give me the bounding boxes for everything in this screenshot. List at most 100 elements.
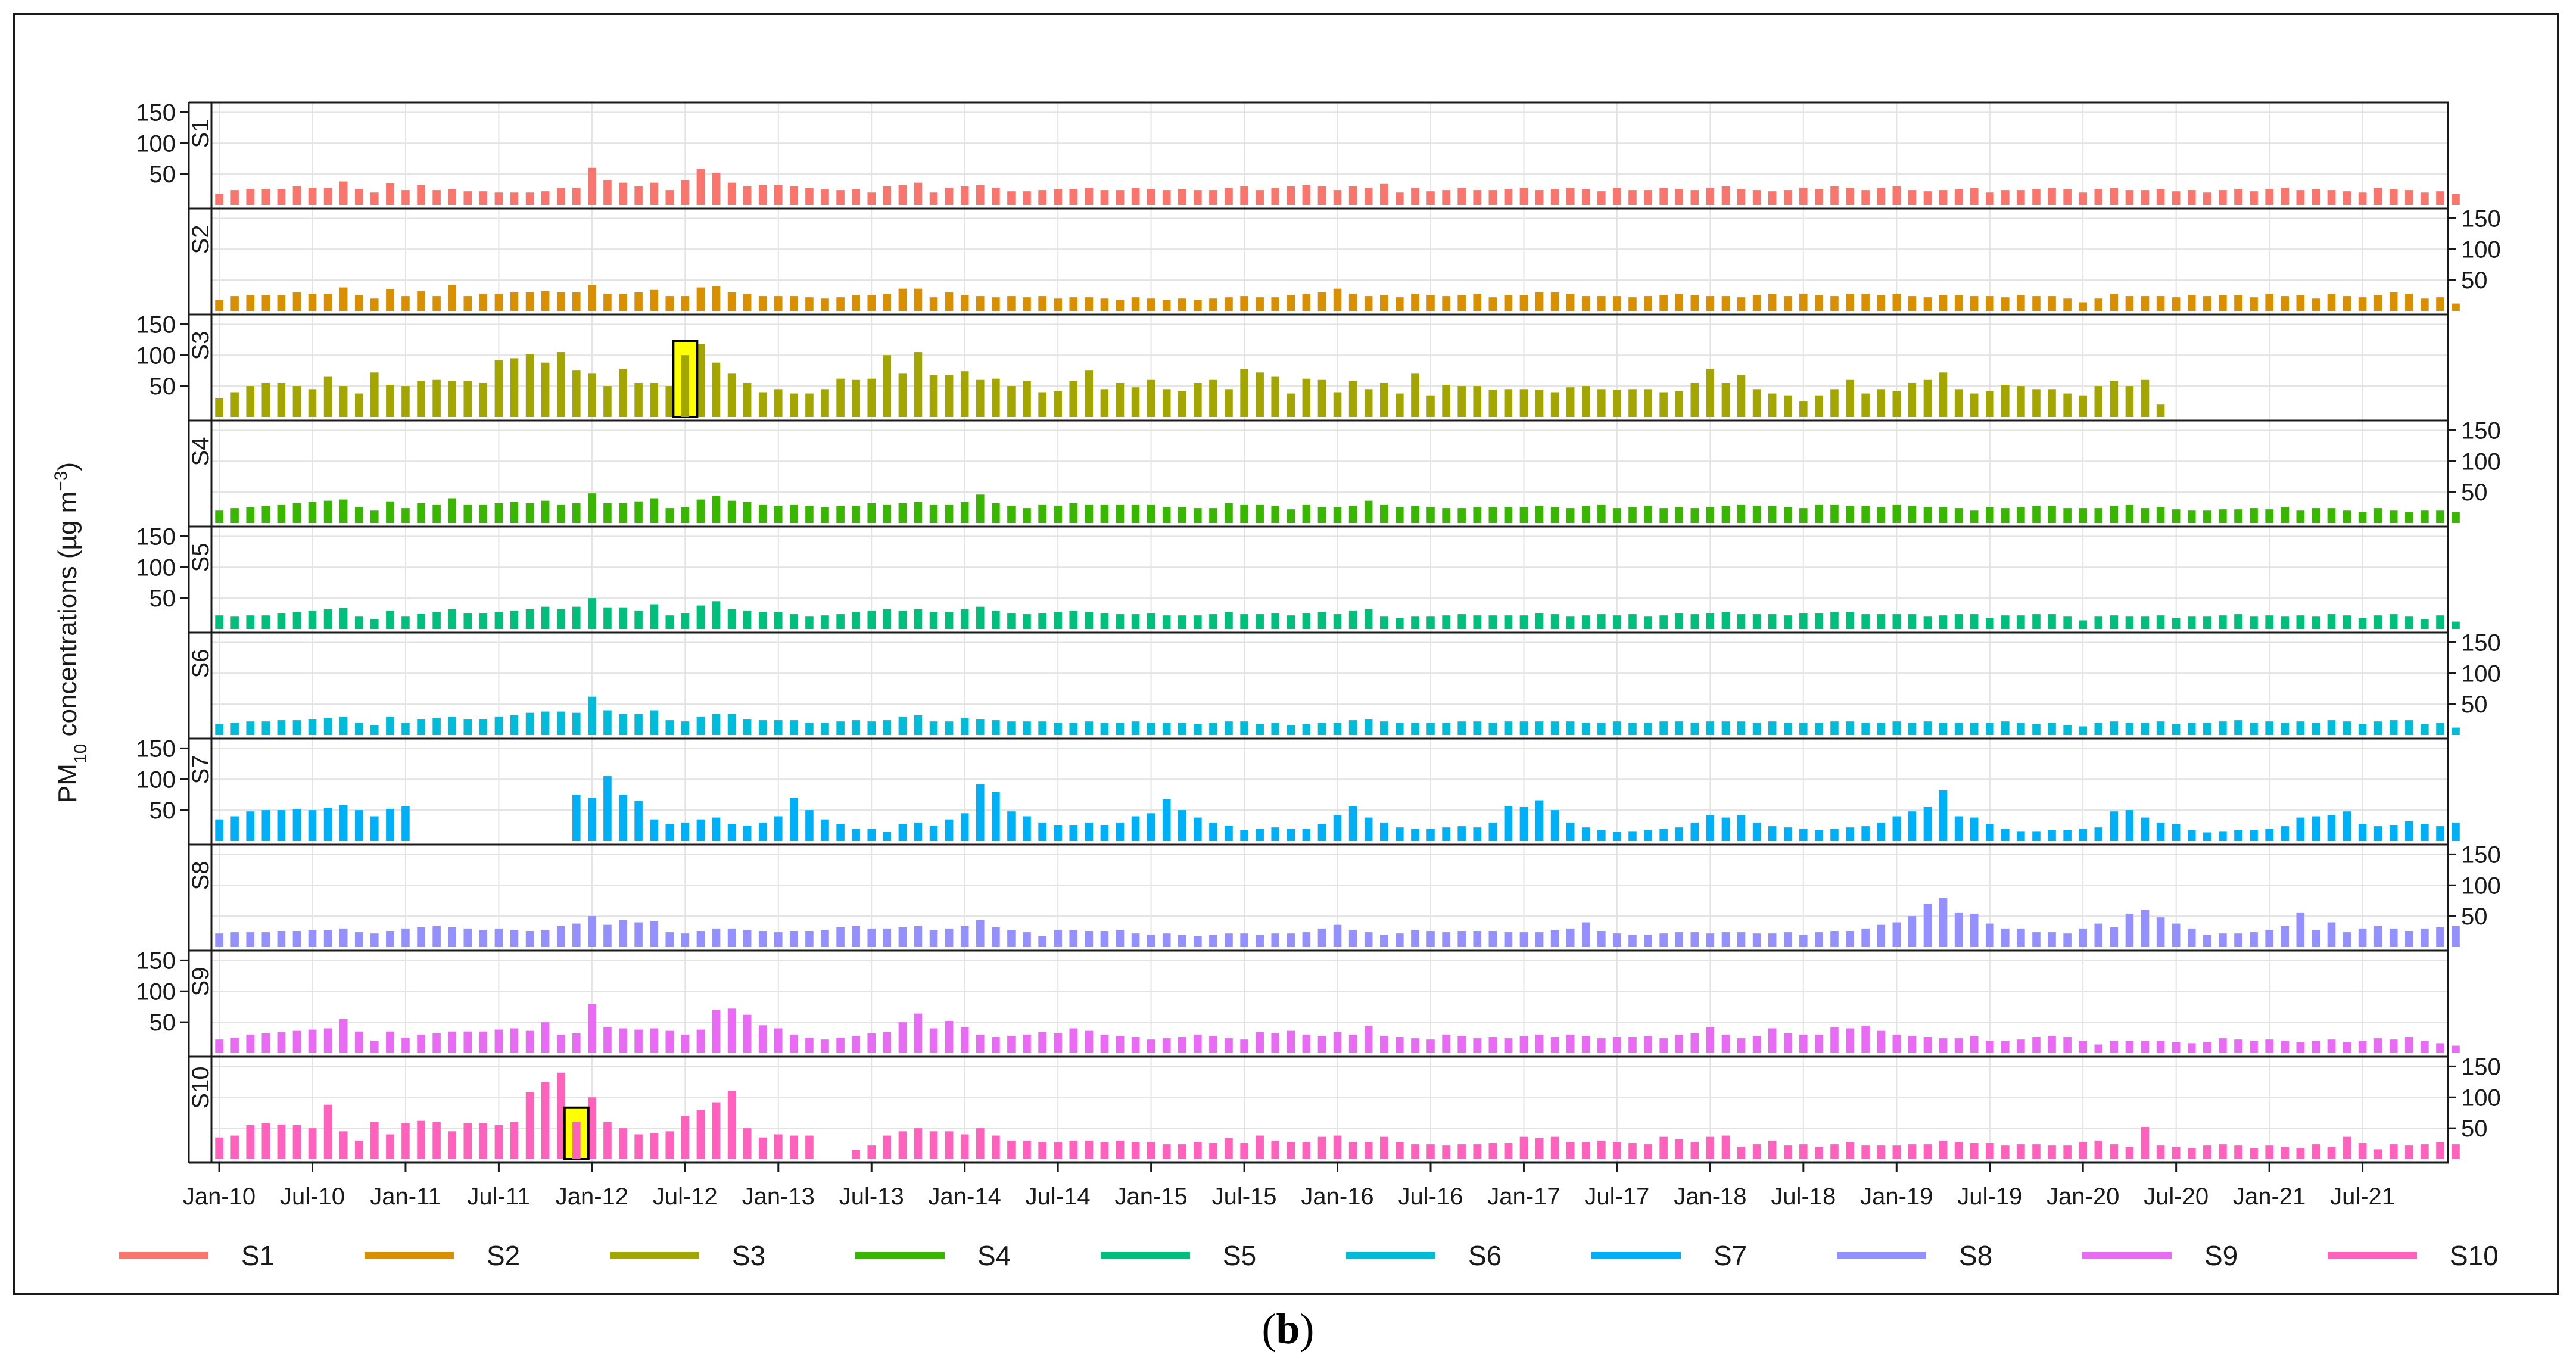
bar-s6 xyxy=(1535,721,1544,735)
bar-s10 xyxy=(1892,1145,1901,1159)
bar-s8 xyxy=(743,929,752,947)
bar-s6 xyxy=(354,723,363,735)
bar-s5 xyxy=(1085,611,1094,629)
bar-s5 xyxy=(308,610,317,629)
bar-s2 xyxy=(634,292,643,311)
bar-s7 xyxy=(2141,817,2150,841)
bar-s1 xyxy=(2001,190,2010,205)
bar-s8 xyxy=(1348,929,1357,947)
legend-label-s1: S1 xyxy=(241,1240,275,1271)
bar-s6 xyxy=(1550,721,1559,735)
bar-s4 xyxy=(1271,505,1280,523)
bar-s3 xyxy=(960,371,969,417)
legend-label-s6: S6 xyxy=(1468,1240,1502,1271)
bar-s1 xyxy=(1100,190,1109,205)
bar-s2 xyxy=(2187,295,2196,311)
bar-s3 xyxy=(246,386,254,417)
bar-s10 xyxy=(246,1125,254,1159)
bar-s1 xyxy=(1023,191,1031,205)
bar-s2 xyxy=(2296,295,2305,311)
bar-s6 xyxy=(1690,723,1699,735)
bar-s1 xyxy=(1457,187,1466,205)
bar-s2 xyxy=(1256,297,1264,311)
bar-s7 xyxy=(790,798,798,841)
bar-s9 xyxy=(712,1010,721,1053)
bar-s4 xyxy=(790,504,798,523)
bar-s2 xyxy=(758,296,767,311)
bar-s3 xyxy=(1302,378,1311,417)
bar-s4 xyxy=(556,504,565,523)
bar-s8 xyxy=(1396,933,1404,947)
bar-s6 xyxy=(727,714,736,735)
bar-s8 xyxy=(1659,933,1668,947)
bar-s10 xyxy=(1442,1145,1450,1159)
bar-s3 xyxy=(976,379,985,417)
bar-s7 xyxy=(1939,790,1948,841)
bar-s8 xyxy=(417,927,425,947)
bar-s10 xyxy=(883,1135,892,1159)
bar-s10 xyxy=(448,1131,456,1159)
bar-s3 xyxy=(1783,395,1792,417)
bar-s9 xyxy=(790,1034,798,1053)
bar-s10 xyxy=(463,1123,472,1159)
bar-s8 xyxy=(261,932,270,947)
bar-s3 xyxy=(1535,390,1544,417)
bar-s6 xyxy=(1706,721,1715,735)
bar-s3 xyxy=(1240,369,1248,417)
bar-s8 xyxy=(2125,913,2134,947)
bar-s10 xyxy=(1877,1145,1885,1159)
bar-s3 xyxy=(2156,404,2165,417)
bar-s7 xyxy=(1348,806,1357,841)
bar-s6 xyxy=(541,711,550,735)
bar-s3 xyxy=(914,352,923,417)
bar-s1 xyxy=(1054,189,1062,205)
bar-s9 xyxy=(2327,1039,2336,1053)
bar-s6 xyxy=(1194,724,1202,735)
bar-s10 xyxy=(588,1097,596,1159)
bar-s3 xyxy=(883,355,892,417)
bar-s1 xyxy=(1566,187,1575,205)
bar-s3 xyxy=(2110,381,2119,417)
bar-s2 xyxy=(883,293,892,311)
bar-s3 xyxy=(1457,386,1466,417)
bar-s1 xyxy=(1861,190,1870,205)
bar-s3 xyxy=(1473,386,1482,417)
bar-s3 xyxy=(1396,393,1404,417)
bar-s2 xyxy=(665,296,674,311)
bar-s4 xyxy=(1302,504,1311,523)
bar-s5 xyxy=(2156,615,2165,629)
bar-s6 xyxy=(1783,723,1792,735)
bar-s5 xyxy=(1256,614,1264,629)
bar-s10 xyxy=(790,1135,798,1159)
bar-s10 xyxy=(1690,1141,1699,1159)
bar-s10 xyxy=(1178,1144,1186,1159)
bar-s6 xyxy=(2421,724,2429,735)
bar-s3 xyxy=(1333,392,1342,417)
bar-s8 xyxy=(1908,916,1917,947)
bar-s5 xyxy=(696,605,705,629)
bar-s2 xyxy=(354,295,363,311)
bar-s8 xyxy=(650,921,658,947)
bar-s10 xyxy=(1054,1141,1062,1159)
strip-label-s1: S1 xyxy=(188,119,214,148)
bar-s7 xyxy=(1970,817,1979,841)
bar-s5 xyxy=(2203,616,2211,629)
bar-s8 xyxy=(2001,928,2010,947)
bar-s10 xyxy=(432,1122,441,1159)
bar-s1 xyxy=(1442,190,1450,205)
bar-s3 xyxy=(1985,391,1994,417)
bar-s9 xyxy=(1659,1038,1668,1053)
bar-s9 xyxy=(525,1030,534,1053)
bar-s5 xyxy=(1317,611,1326,629)
bar-s4 xyxy=(1768,505,1777,523)
bar-s1 xyxy=(1613,187,1621,205)
bar-s7 xyxy=(1240,830,1248,841)
bar-s10 xyxy=(1038,1141,1046,1159)
bar-s5 xyxy=(976,606,985,629)
bar-s4 xyxy=(1939,507,1948,523)
bar-s3 xyxy=(1566,387,1575,417)
bar-s9 xyxy=(836,1038,845,1053)
bar-s2 xyxy=(1815,295,1823,311)
bar-s7 xyxy=(2172,823,2181,841)
bar-s8 xyxy=(1488,931,1497,947)
